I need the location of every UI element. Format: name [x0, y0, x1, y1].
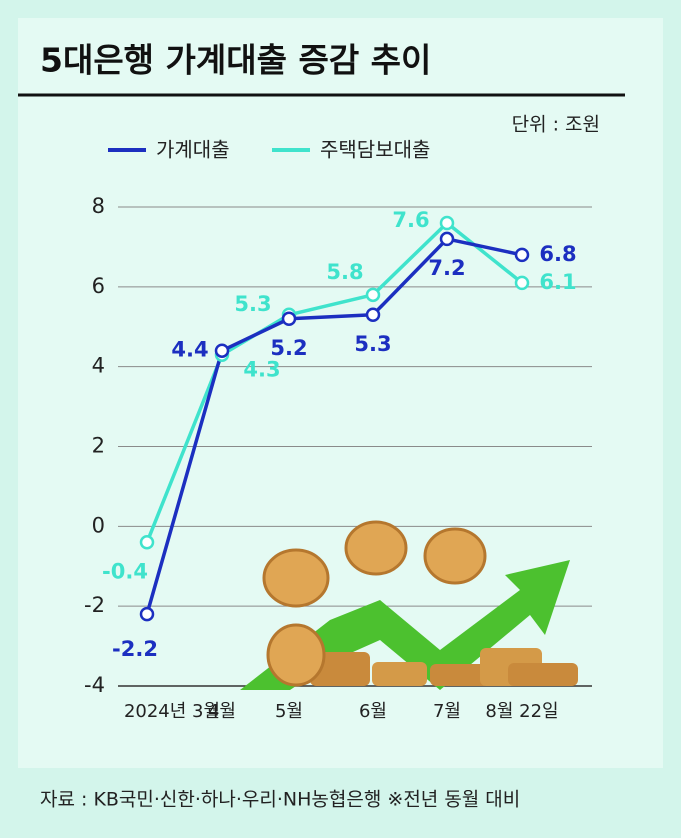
data-label: 6.1 [539, 270, 576, 294]
y-tick-label: 6 [92, 274, 105, 298]
data-point [514, 247, 530, 263]
data-label: 4.3 [243, 358, 280, 382]
data-point [139, 606, 155, 622]
x-tick-label: 8월 22일 [485, 701, 558, 722]
x-tick-label: 7월 [433, 701, 461, 722]
data-point [514, 275, 530, 291]
data-label: 5.3 [234, 292, 271, 316]
coin-stack [508, 663, 578, 686]
coin [262, 548, 330, 608]
data-label: 5.3 [354, 332, 391, 356]
data-point [139, 535, 155, 550]
coin [344, 520, 408, 576]
coin-stack [430, 664, 490, 686]
data-label: 4.4 [171, 338, 208, 362]
data-point [439, 231, 455, 247]
x-tick-label: 6월 [359, 701, 387, 722]
x-tick-label: 2024년 3월 [124, 701, 220, 722]
data-label: 7.2 [428, 256, 465, 280]
coin-stack [372, 662, 427, 686]
data-label: 6.8 [539, 242, 576, 266]
coin [266, 623, 326, 687]
y-tick-label: 4 [92, 354, 105, 378]
data-label: 5.8 [326, 260, 363, 284]
y-tick-label: 2 [92, 434, 105, 458]
data-point [365, 307, 381, 323]
legend-label: 주택담보대출 [320, 138, 430, 162]
source: 자료 : KB국민·신한·하나·우리·NH농협은행 ※전년 동월 대비 [40, 789, 520, 811]
y-tick-label: -2 [84, 593, 105, 617]
chart-title: 5대은행 가계대출 증감 추이 [40, 41, 431, 80]
data-label: -0.4 [102, 559, 148, 583]
x-tick-label: 4월 [208, 701, 236, 722]
series-line [145, 237, 523, 615]
y-tick-label: 8 [92, 194, 105, 218]
data-point [365, 287, 381, 303]
data-point [439, 215, 455, 231]
decoration [240, 520, 578, 690]
data-label: 5.2 [270, 336, 307, 360]
data-point [281, 311, 297, 327]
y-tick-label: -4 [84, 673, 105, 697]
series-line [145, 221, 524, 543]
unit-label: 단위 : 조원 [512, 114, 600, 136]
y-tick-label: 0 [92, 513, 105, 537]
data-point [214, 343, 230, 358]
coin [423, 527, 487, 585]
data-label: -2.2 [112, 637, 158, 661]
x-tick-label: 5월 [275, 701, 303, 722]
legend-label: 가계대출 [156, 138, 230, 162]
data-label: 7.6 [392, 208, 429, 232]
